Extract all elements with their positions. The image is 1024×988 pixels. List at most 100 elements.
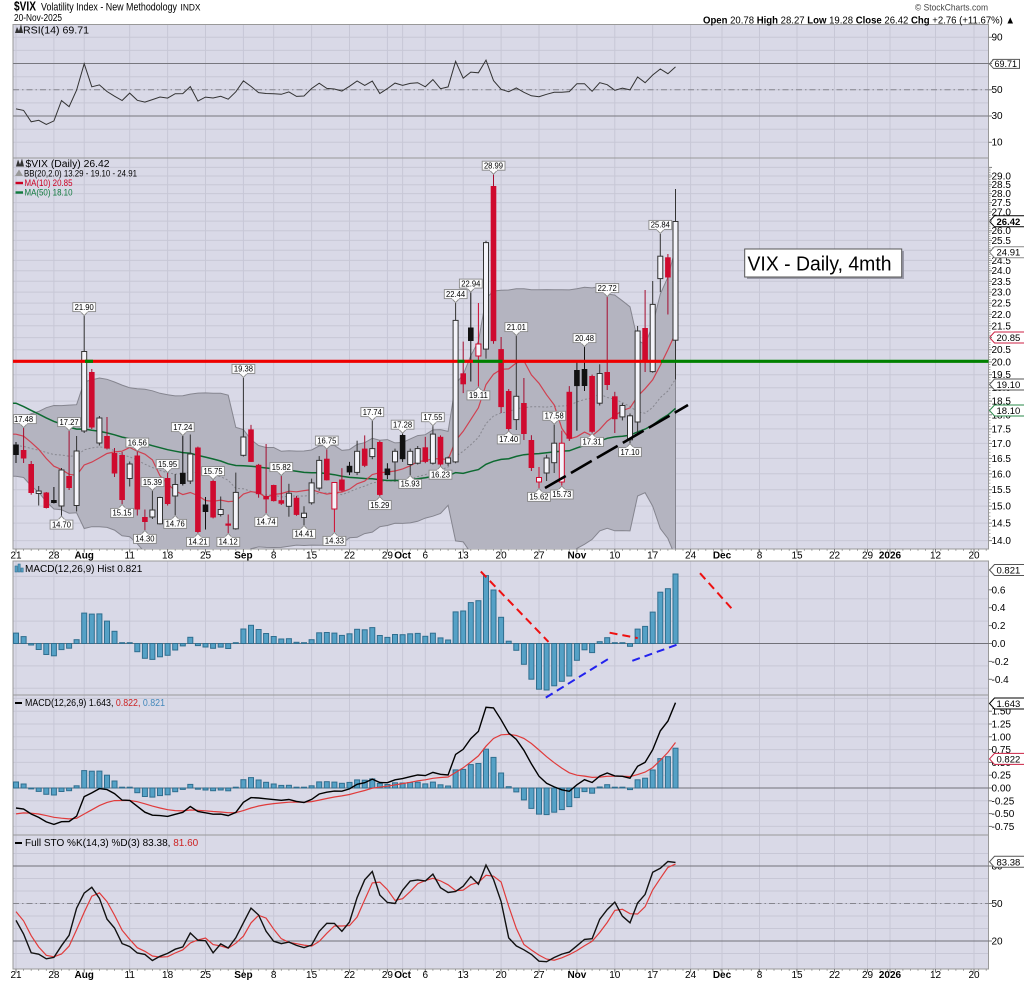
svg-text:22.94: 22.94 bbox=[461, 279, 481, 288]
svg-text:18: 18 bbox=[162, 551, 174, 562]
svg-text:0.2: 0.2 bbox=[992, 621, 1006, 632]
svg-text:22.44: 22.44 bbox=[446, 290, 466, 299]
svg-text:21: 21 bbox=[10, 551, 22, 562]
svg-text:17: 17 bbox=[647, 970, 659, 981]
svg-text:15.5: 15.5 bbox=[992, 485, 1012, 496]
svg-text:25: 25 bbox=[200, 970, 212, 981]
svg-text:11: 11 bbox=[125, 551, 136, 562]
svg-text:17.55: 17.55 bbox=[423, 413, 443, 422]
svg-text:21.5: 21.5 bbox=[992, 321, 1012, 332]
svg-text:Open 20.78 High 28.27 Low 19.2: Open 20.78 High 28.27 Low 19.28 Close 26… bbox=[703, 15, 1015, 27]
svg-text:© StockCharts.com: © StockCharts.com bbox=[915, 3, 988, 14]
svg-text:10: 10 bbox=[992, 137, 1004, 148]
svg-text:15: 15 bbox=[306, 970, 318, 981]
svg-text:-0.4: -0.4 bbox=[992, 675, 1010, 686]
svg-text:15.29: 15.29 bbox=[370, 501, 390, 510]
svg-text:28: 28 bbox=[48, 970, 60, 981]
svg-text:20: 20 bbox=[496, 551, 508, 562]
svg-text:2026: 2026 bbox=[879, 551, 902, 562]
svg-text:20: 20 bbox=[968, 970, 980, 981]
svg-text:15.93: 15.93 bbox=[401, 480, 421, 489]
svg-text:0.0: 0.0 bbox=[992, 639, 1006, 650]
svg-text:8: 8 bbox=[757, 551, 763, 562]
svg-text:16.5: 16.5 bbox=[992, 454, 1012, 465]
svg-text:69.71: 69.71 bbox=[995, 59, 1018, 69]
svg-text:13: 13 bbox=[458, 551, 470, 562]
svg-text:Volatility Index - New Methodo: Volatility Index - New Methodology bbox=[41, 2, 177, 14]
svg-text:15.15: 15.15 bbox=[113, 509, 133, 518]
svg-text:17.31: 17.31 bbox=[583, 438, 603, 447]
svg-text:26.42: 26.42 bbox=[997, 217, 1021, 228]
svg-text:21.01: 21.01 bbox=[507, 323, 527, 332]
svg-text:6: 6 bbox=[423, 970, 429, 981]
svg-text:20.5: 20.5 bbox=[992, 345, 1012, 356]
svg-text:29: 29 bbox=[382, 970, 394, 981]
svg-text:17.24: 17.24 bbox=[173, 423, 193, 432]
svg-text:$VIX (Daily) 26.42: $VIX (Daily) 26.42 bbox=[26, 159, 110, 170]
svg-text:14.12: 14.12 bbox=[219, 538, 239, 547]
svg-text:30: 30 bbox=[992, 111, 1004, 122]
svg-text:$VIX: $VIX bbox=[14, 0, 36, 14]
svg-text:17.10: 17.10 bbox=[620, 448, 640, 457]
svg-text:14.30: 14.30 bbox=[135, 535, 155, 544]
svg-text:12: 12 bbox=[930, 970, 942, 981]
svg-text:Oct: Oct bbox=[394, 551, 411, 562]
svg-text:8: 8 bbox=[271, 551, 277, 562]
svg-text:BB(20,2.0) 13.29 - 19.10 - 24.: BB(20,2.0) 13.29 - 19.10 - 24.91 bbox=[24, 168, 137, 178]
svg-text:Full STO %K(14,3) %D(3) 83.38,: Full STO %K(14,3) %D(3) 83.38, 81.60 bbox=[25, 838, 199, 849]
svg-text:10: 10 bbox=[609, 970, 621, 981]
svg-text:24.0: 24.0 bbox=[992, 266, 1012, 277]
svg-text:19.5: 19.5 bbox=[992, 370, 1012, 381]
svg-text:22: 22 bbox=[829, 551, 841, 562]
svg-text:20: 20 bbox=[992, 937, 1004, 948]
svg-text:-0.25: -0.25 bbox=[992, 796, 1015, 807]
svg-text:MACD(12,26,9) Hist 0.821: MACD(12,26,9) Hist 0.821 bbox=[25, 564, 143, 575]
svg-text:0.4: 0.4 bbox=[992, 603, 1006, 614]
svg-text:17.28: 17.28 bbox=[393, 420, 413, 429]
svg-text:VIX - Daily, 4mth: VIX - Daily, 4mth bbox=[748, 254, 892, 276]
svg-text:24: 24 bbox=[685, 551, 697, 562]
svg-text:22.5: 22.5 bbox=[992, 299, 1012, 310]
svg-text:-0.50: -0.50 bbox=[992, 809, 1015, 820]
svg-text:21: 21 bbox=[10, 970, 22, 981]
svg-text:-0.2: -0.2 bbox=[992, 657, 1010, 668]
svg-text:14.41: 14.41 bbox=[294, 530, 314, 539]
svg-text:24.91: 24.91 bbox=[997, 248, 1021, 259]
svg-text:17.48: 17.48 bbox=[14, 415, 34, 424]
svg-text:MACD(12,26,9) 1.643, 0.822, 0.: MACD(12,26,9) 1.643, 0.822, 0.821 bbox=[25, 698, 165, 709]
svg-text:0.821: 0.821 bbox=[997, 566, 1021, 577]
svg-text:25.84: 25.84 bbox=[651, 221, 671, 230]
svg-text:28.0: 28.0 bbox=[992, 189, 1012, 200]
svg-text:Nov: Nov bbox=[567, 970, 586, 981]
svg-text:50: 50 bbox=[992, 85, 1004, 96]
svg-text:MA(50) 18.10: MA(50) 18.10 bbox=[25, 188, 73, 198]
svg-text:Nov: Nov bbox=[567, 551, 586, 562]
svg-text:14.33: 14.33 bbox=[325, 537, 345, 546]
svg-text:28: 28 bbox=[48, 551, 60, 562]
svg-text:27: 27 bbox=[533, 551, 545, 562]
svg-text:17.27: 17.27 bbox=[60, 418, 80, 427]
svg-text:20-Nov-2025: 20-Nov-2025 bbox=[14, 13, 62, 24]
svg-text:20.48: 20.48 bbox=[575, 334, 595, 343]
svg-text:90: 90 bbox=[992, 32, 1004, 43]
svg-text:INDX: INDX bbox=[181, 3, 202, 14]
svg-text:1.643: 1.643 bbox=[997, 699, 1021, 710]
svg-text:16.56: 16.56 bbox=[128, 438, 148, 447]
svg-text:17.0: 17.0 bbox=[992, 439, 1012, 450]
svg-text:18: 18 bbox=[162, 970, 174, 981]
svg-text:1.25: 1.25 bbox=[992, 720, 1012, 731]
svg-text:23.0: 23.0 bbox=[992, 288, 1012, 299]
svg-text:22: 22 bbox=[829, 970, 841, 981]
svg-text:0.6: 0.6 bbox=[992, 585, 1006, 596]
svg-text:17.58: 17.58 bbox=[545, 412, 565, 421]
svg-text:17.5: 17.5 bbox=[992, 424, 1012, 435]
svg-text:15.75: 15.75 bbox=[204, 467, 224, 476]
svg-text:2026: 2026 bbox=[879, 970, 902, 981]
svg-text:11: 11 bbox=[125, 970, 136, 981]
svg-text:14.21: 14.21 bbox=[188, 538, 208, 547]
svg-text:22: 22 bbox=[344, 551, 356, 562]
svg-text:18.5: 18.5 bbox=[992, 397, 1012, 408]
svg-text:Sep: Sep bbox=[234, 970, 252, 981]
svg-text:15.62: 15.62 bbox=[529, 493, 549, 502]
svg-text:21.90: 21.90 bbox=[75, 303, 95, 312]
